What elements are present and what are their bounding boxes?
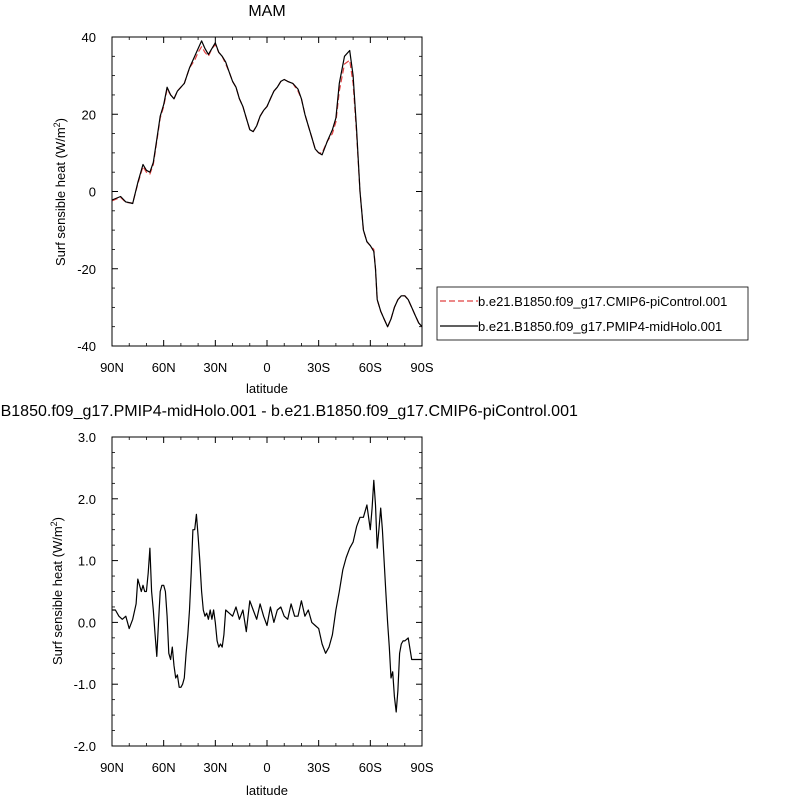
bottom-series-lines (112, 479, 422, 713)
top-y-tick-label: 20 (82, 107, 96, 122)
top-y-tick-label: -20 (77, 262, 96, 277)
top-x-tick-label: 0 (263, 360, 270, 375)
bottom-axes: 90N 60N 30N 0 30S 60S 90S 3.0 2.0 1.0 0.0 -1.0 -2.0 (74, 430, 434, 775)
bottom-x-tick-label: 90N (100, 760, 124, 775)
top-axes: 90N 60N 30N 0 30S 60S 90S 40 20 0 -20 -40 (77, 30, 434, 375)
top-y-axis-label: Surf sensible heat (W/m2) (52, 118, 68, 266)
top-x-axis-label: latitude (246, 381, 288, 396)
bottom-y-tick-label: -1.0 (74, 677, 96, 692)
top-y-tick-label: 0 (89, 185, 96, 200)
bottom-plot-frame (111, 436, 423, 747)
bottom-y-tick-label: 1.0 (78, 554, 96, 569)
top-series-lines (111, 40, 423, 328)
bottom-y-tick-label: 2.0 (78, 492, 96, 507)
legend: b.e21.B1850.f09_g17.CMIP6-piControl.001 … (436, 286, 749, 341)
bottom-y-tick-label: 0.0 (78, 615, 96, 630)
bottom-x-tick-label: 30N (203, 760, 227, 775)
top-y-tick-label: 40 (82, 30, 96, 45)
top-x-tick-label: 90N (100, 360, 124, 375)
top-plot-frame (111, 36, 423, 347)
top-series-line-1 (111, 40, 423, 328)
legend-label-midholo: b.e21.B1850.f09_g17.PMIP4-midHolo.001 (478, 319, 722, 334)
top-x-tick-label: 90S (410, 360, 433, 375)
bottom-panel-title: b.e21.B1850.f09_g17.PMIP4-midHolo.001 - … (0, 403, 578, 420)
top-series-line-0 (111, 44, 423, 328)
legend-label-picontrol: b.e21.B1850.f09_g17.CMIP6-piControl.001 (478, 294, 727, 309)
bottom-y-tick-label: -2.0 (74, 739, 96, 754)
bottom-series-line-0 (112, 479, 422, 713)
bottom-x-tick-label: 90S (410, 760, 433, 775)
bottom-x-tick-label: 60S (359, 760, 382, 775)
bottom-x-tick-label: 30S (307, 760, 330, 775)
bottom-x-tick-label: 0 (263, 760, 270, 775)
bottom-panel-difference: b.e21.B1850.f09_g17.PMIP4-midHolo.001 - … (0, 403, 578, 798)
top-y-tick-label: -40 (77, 339, 96, 354)
top-panel-mam: MAM Surf sensible heat (W/m2) latitude 9… (52, 3, 434, 396)
bottom-x-axis-label: latitude (246, 783, 288, 798)
top-panel-title: MAM (248, 3, 285, 20)
top-x-tick-label: 30N (203, 360, 227, 375)
bottom-y-axis-label: Surf sensible heat (W/m2) (49, 517, 65, 665)
bottom-y-tick-label: 3.0 (78, 430, 96, 445)
top-x-tick-label: 60N (152, 360, 176, 375)
bottom-x-tick-label: 60N (152, 760, 176, 775)
top-x-tick-label: 30S (307, 360, 330, 375)
top-x-tick-label: 60S (359, 360, 382, 375)
legend-box (436, 286, 749, 341)
